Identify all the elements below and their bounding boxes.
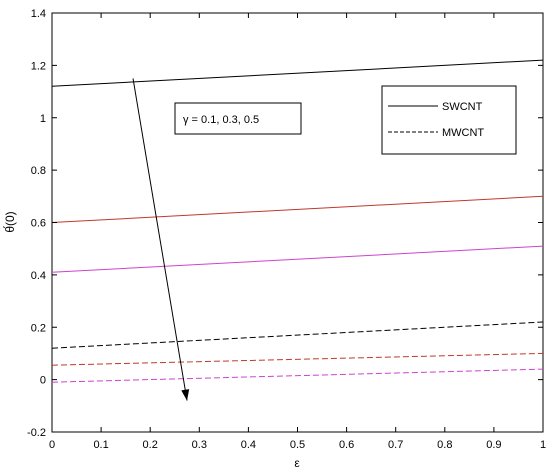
x-tick-label: 0.6	[339, 439, 354, 451]
y-tick-label: 0.4	[31, 270, 46, 282]
y-tick-label: -0.2	[27, 427, 46, 439]
x-tick-label: 0.9	[486, 439, 501, 451]
series-line-2	[51, 195, 544, 223]
series-line-4	[51, 321, 544, 349]
y-tick-label: 0.2	[31, 322, 46, 334]
series-line-5	[51, 352, 544, 366]
annotation-arrow-head	[181, 389, 190, 401]
y-tick-label: 1.2	[31, 60, 46, 72]
x-tick-label: 0.7	[388, 439, 403, 451]
y-tick-label: 0	[40, 375, 46, 387]
annotation-layer: γ = 0.1, 0.3, 0.5	[132, 78, 302, 401]
x-tick-label: 1	[540, 439, 546, 451]
legend-label-mwcnt: MWCNT	[442, 127, 484, 139]
x-tick-label: 0.1	[93, 439, 108, 451]
x-tick-label: 0.4	[241, 439, 256, 451]
annotation-box	[174, 102, 302, 135]
x-tick-label: 0.2	[143, 439, 158, 451]
y-tick-label: 0.8	[31, 165, 46, 177]
x-tick-label: 0	[49, 439, 55, 451]
legend: SWCNT MWCNT	[381, 85, 517, 155]
series-layer	[51, 59, 544, 383]
ticks-layer: 0 0.1 0.2 0.3 0.4 0.5 0.6 0.7 0.8 0.9 1-0.200.20.4…	[27, 8, 546, 451]
y-axis-label: θ́(0)	[2, 211, 17, 232]
annotation-text: γ = 0.1, 0.3, 0.5	[183, 114, 259, 126]
series-line-3	[51, 245, 544, 273]
y-tick-label: 1	[40, 113, 46, 125]
x-tick-label: 0.3	[192, 439, 207, 451]
series-line-6	[51, 368, 544, 383]
annotation-arrow-shaft	[132, 78, 188, 401]
x-axis-label: ε	[294, 456, 300, 470]
x-tick-label: 0.8	[437, 439, 452, 451]
legend-label-swcnt: SWCNT	[442, 101, 483, 113]
x-tick-label: 0.5	[290, 439, 305, 451]
plot-area	[51, 12, 544, 433]
y-tick-label: 1.4	[31, 8, 46, 20]
legend-box	[381, 85, 517, 155]
y-tick-label: 0.6	[31, 218, 46, 230]
